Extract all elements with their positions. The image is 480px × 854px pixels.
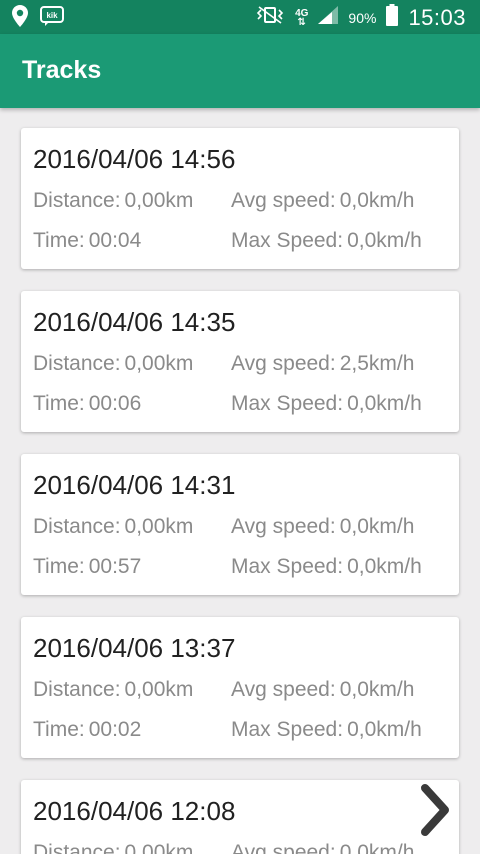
time-label: Time: xyxy=(33,555,85,578)
network-type-label: 4G xyxy=(295,7,309,19)
status-time: 15:03 xyxy=(408,4,466,30)
max-speed-label: Max Speed: xyxy=(231,718,344,741)
track-date: 2016/04/06 12:08 xyxy=(33,796,236,826)
track-card[interactable]: 2016/04/06 14:35 Distance: 0,00km Avg spe… xyxy=(21,291,459,432)
max-speed-value: 0,0km/h xyxy=(347,555,422,578)
vibrate-icon xyxy=(255,5,285,30)
track-max-speed: Max Speed: 0,0km/h xyxy=(231,555,422,579)
distance-value: 0,00km xyxy=(124,515,194,538)
avg-speed-value: 0,0km/h xyxy=(339,189,415,212)
distance-label: Distance: xyxy=(33,515,121,538)
track-date: 2016/04/06 14:35 xyxy=(33,307,236,337)
time-value: 00:06 xyxy=(88,392,142,415)
avg-speed-label: Avg speed: xyxy=(231,352,336,375)
distance-label: Distance: xyxy=(33,189,121,212)
battery-percent: 90% xyxy=(348,9,377,26)
avg-speed-label: Avg speed: xyxy=(231,678,336,701)
max-speed-value: 0,0km/h xyxy=(347,229,422,252)
track-time: Time: 00:06 xyxy=(33,392,141,416)
track-time: Time: 00:04 xyxy=(33,229,141,253)
track-max-speed: Max Speed: 0,0km/h xyxy=(231,229,422,253)
track-avg-speed: Avg speed: 2,5km/h xyxy=(231,352,414,376)
avg-speed-value: 0,0km/h xyxy=(339,678,415,701)
track-avg-speed: Avg speed: 0,0km/h xyxy=(231,678,414,702)
avg-speed-value: 2,5km/h xyxy=(339,352,415,375)
track-date: 2016/04/06 14:31 xyxy=(33,470,236,500)
kik-icon: kik xyxy=(40,6,64,31)
track-avg-speed: Avg speed: 0,0km/h xyxy=(231,515,414,539)
distance-value: 0,00km xyxy=(124,352,194,375)
distance-label: Distance: xyxy=(33,841,121,854)
signal-icon xyxy=(318,6,339,29)
track-distance: Distance: 0,00km xyxy=(33,841,193,854)
max-speed-value: 0,0km/h xyxy=(347,392,422,415)
avg-speed-value: 0,0km/h xyxy=(339,515,415,538)
track-distance: Distance: 0,00km xyxy=(33,678,193,702)
track-distance: Distance: 0,00km xyxy=(33,352,193,376)
track-time: Time: 00:02 xyxy=(33,718,141,742)
track-card[interactable]: 2016/04/06 14:56 Distance: 0,00km Avg spe… xyxy=(21,128,459,269)
track-date: 2016/04/06 14:56 xyxy=(33,144,236,174)
max-speed-label: Max Speed: xyxy=(231,555,344,578)
distance-value: 0,00km xyxy=(124,678,194,701)
network-type-indicator: 4G ⇅ xyxy=(295,7,309,28)
time-label: Time: xyxy=(33,229,85,252)
track-max-speed: Max Speed: 0,0km/h xyxy=(231,392,422,416)
svg-text:kik: kik xyxy=(46,11,58,20)
avg-speed-label: Avg speed: xyxy=(231,841,336,854)
max-speed-label: Max Speed: xyxy=(231,392,344,415)
app-bar: Tracks xyxy=(0,34,480,108)
avg-speed-label: Avg speed: xyxy=(231,189,336,212)
track-avg-speed: Avg speed: 0,0km/h xyxy=(231,841,414,854)
max-speed-value: 0,0km/h xyxy=(347,718,422,741)
avg-speed-label: Avg speed: xyxy=(231,515,336,538)
track-card[interactable]: 2016/04/06 14:31 Distance: 0,00km Avg spe… xyxy=(21,454,459,595)
track-distance: Distance: 0,00km xyxy=(33,189,193,213)
track-max-speed: Max Speed: 0,0km/h xyxy=(231,718,422,742)
time-value: 00:02 xyxy=(88,718,142,741)
status-bar: kik 4G ⇅ 90% 15 xyxy=(0,0,480,34)
time-label: Time: xyxy=(33,718,85,741)
avg-speed-value: 0,0km/h xyxy=(339,841,415,854)
track-avg-speed: Avg speed: 0,0km/h xyxy=(231,189,414,213)
battery-icon xyxy=(386,4,399,31)
distance-label: Distance: xyxy=(33,678,121,701)
time-value: 00:57 xyxy=(88,555,142,578)
time-label: Time: xyxy=(33,392,85,415)
distance-value: 0,00km xyxy=(124,189,194,212)
track-date: 2016/04/06 13:37 xyxy=(33,633,236,663)
distance-label: Distance: xyxy=(33,352,121,375)
track-card[interactable]: 2016/04/06 12:08 Distance: 0,00km Avg spe… xyxy=(21,780,459,854)
max-speed-label: Max Speed: xyxy=(231,229,344,252)
track-time: Time: 00:57 xyxy=(33,555,141,579)
location-pin-icon xyxy=(12,5,28,32)
time-value: 00:04 xyxy=(88,229,142,252)
page-title: Tracks xyxy=(22,56,102,84)
track-distance: Distance: 0,00km xyxy=(33,515,193,539)
track-card[interactable]: 2016/04/06 13:37 Distance: 0,00km Avg spe… xyxy=(21,617,459,758)
chevron-right-icon[interactable] xyxy=(417,782,453,838)
distance-value: 0,00km xyxy=(124,841,194,854)
